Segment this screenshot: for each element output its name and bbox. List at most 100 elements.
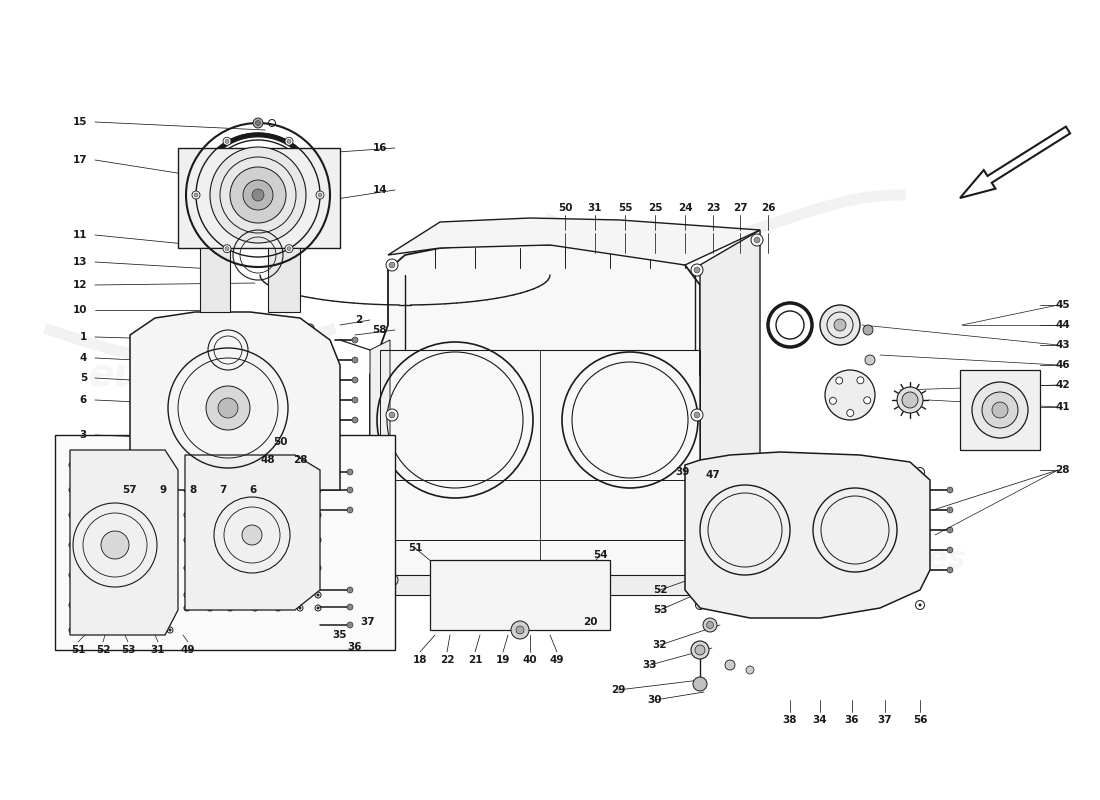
- Circle shape: [287, 246, 292, 250]
- Circle shape: [346, 622, 353, 628]
- Circle shape: [706, 622, 714, 629]
- Circle shape: [229, 457, 231, 459]
- Circle shape: [918, 470, 921, 474]
- Circle shape: [186, 514, 188, 516]
- Circle shape: [751, 234, 763, 246]
- Text: 37: 37: [361, 617, 375, 627]
- Circle shape: [230, 167, 286, 223]
- Circle shape: [352, 417, 358, 423]
- Circle shape: [825, 370, 874, 420]
- Circle shape: [695, 645, 705, 655]
- Text: 47: 47: [705, 470, 720, 480]
- Polygon shape: [178, 148, 340, 248]
- Text: 31: 31: [151, 645, 165, 655]
- Text: eurospares: eurospares: [87, 356, 333, 394]
- Circle shape: [317, 464, 319, 466]
- Text: 24: 24: [678, 203, 692, 213]
- Circle shape: [847, 410, 854, 417]
- Circle shape: [146, 404, 150, 406]
- Text: 21: 21: [468, 655, 482, 665]
- Circle shape: [972, 382, 1028, 438]
- Text: 57: 57: [122, 485, 138, 495]
- Circle shape: [754, 577, 760, 583]
- Text: 53: 53: [652, 605, 668, 615]
- Text: eurospares: eurospares: [773, 546, 967, 574]
- Circle shape: [186, 566, 188, 570]
- Circle shape: [209, 606, 211, 610]
- Circle shape: [317, 489, 319, 491]
- Circle shape: [210, 147, 306, 243]
- Text: 37: 37: [878, 715, 892, 725]
- Circle shape: [346, 469, 353, 475]
- Circle shape: [754, 237, 760, 243]
- Circle shape: [352, 337, 358, 343]
- Circle shape: [947, 567, 953, 573]
- Circle shape: [746, 666, 754, 674]
- Text: 29: 29: [610, 685, 625, 695]
- Text: 58: 58: [373, 325, 387, 335]
- Text: 28: 28: [293, 455, 307, 465]
- Circle shape: [309, 477, 311, 479]
- Circle shape: [242, 525, 262, 545]
- Circle shape: [691, 574, 703, 586]
- Circle shape: [389, 262, 395, 268]
- Circle shape: [698, 470, 701, 474]
- Text: 48: 48: [261, 455, 275, 465]
- Text: 20: 20: [583, 617, 597, 627]
- Circle shape: [168, 604, 172, 606]
- Polygon shape: [960, 126, 1070, 198]
- Polygon shape: [370, 340, 390, 590]
- Circle shape: [168, 489, 172, 491]
- Circle shape: [694, 412, 700, 418]
- Bar: [960, 370, 1040, 450]
- Circle shape: [982, 392, 1018, 428]
- Circle shape: [186, 539, 188, 542]
- Polygon shape: [70, 450, 178, 635]
- Circle shape: [316, 191, 324, 199]
- Circle shape: [864, 325, 873, 335]
- Text: 4: 4: [79, 353, 87, 363]
- Polygon shape: [185, 455, 320, 610]
- Circle shape: [223, 245, 231, 253]
- Text: 52: 52: [652, 585, 668, 595]
- Circle shape: [691, 641, 710, 659]
- Text: 13: 13: [73, 257, 87, 267]
- Circle shape: [206, 386, 250, 430]
- Circle shape: [829, 398, 836, 404]
- Text: 30: 30: [648, 695, 662, 705]
- Circle shape: [703, 618, 717, 632]
- Circle shape: [229, 606, 231, 610]
- Text: 19: 19: [496, 655, 510, 665]
- Circle shape: [254, 606, 256, 610]
- Circle shape: [317, 606, 319, 610]
- Text: 38: 38: [783, 715, 798, 725]
- Text: 2: 2: [354, 315, 362, 325]
- Circle shape: [317, 594, 319, 596]
- Polygon shape: [685, 452, 929, 618]
- Text: 31: 31: [587, 203, 603, 213]
- Text: 16: 16: [373, 143, 387, 153]
- Circle shape: [836, 377, 843, 384]
- Polygon shape: [395, 575, 700, 595]
- Circle shape: [277, 606, 279, 610]
- Circle shape: [70, 514, 74, 516]
- Circle shape: [186, 464, 188, 466]
- Polygon shape: [130, 312, 340, 490]
- Circle shape: [186, 606, 188, 610]
- Circle shape: [70, 604, 74, 606]
- Circle shape: [146, 326, 150, 330]
- Circle shape: [694, 577, 700, 583]
- Circle shape: [896, 387, 923, 413]
- Text: 50: 50: [273, 437, 287, 447]
- Circle shape: [192, 191, 200, 199]
- Circle shape: [352, 437, 358, 443]
- Circle shape: [386, 409, 398, 421]
- Text: 23: 23: [706, 203, 721, 213]
- Polygon shape: [370, 245, 710, 590]
- Circle shape: [346, 487, 353, 493]
- Circle shape: [386, 574, 398, 586]
- Circle shape: [751, 574, 763, 586]
- Circle shape: [516, 626, 524, 634]
- Text: 18: 18: [412, 655, 427, 665]
- Text: 49: 49: [550, 655, 564, 665]
